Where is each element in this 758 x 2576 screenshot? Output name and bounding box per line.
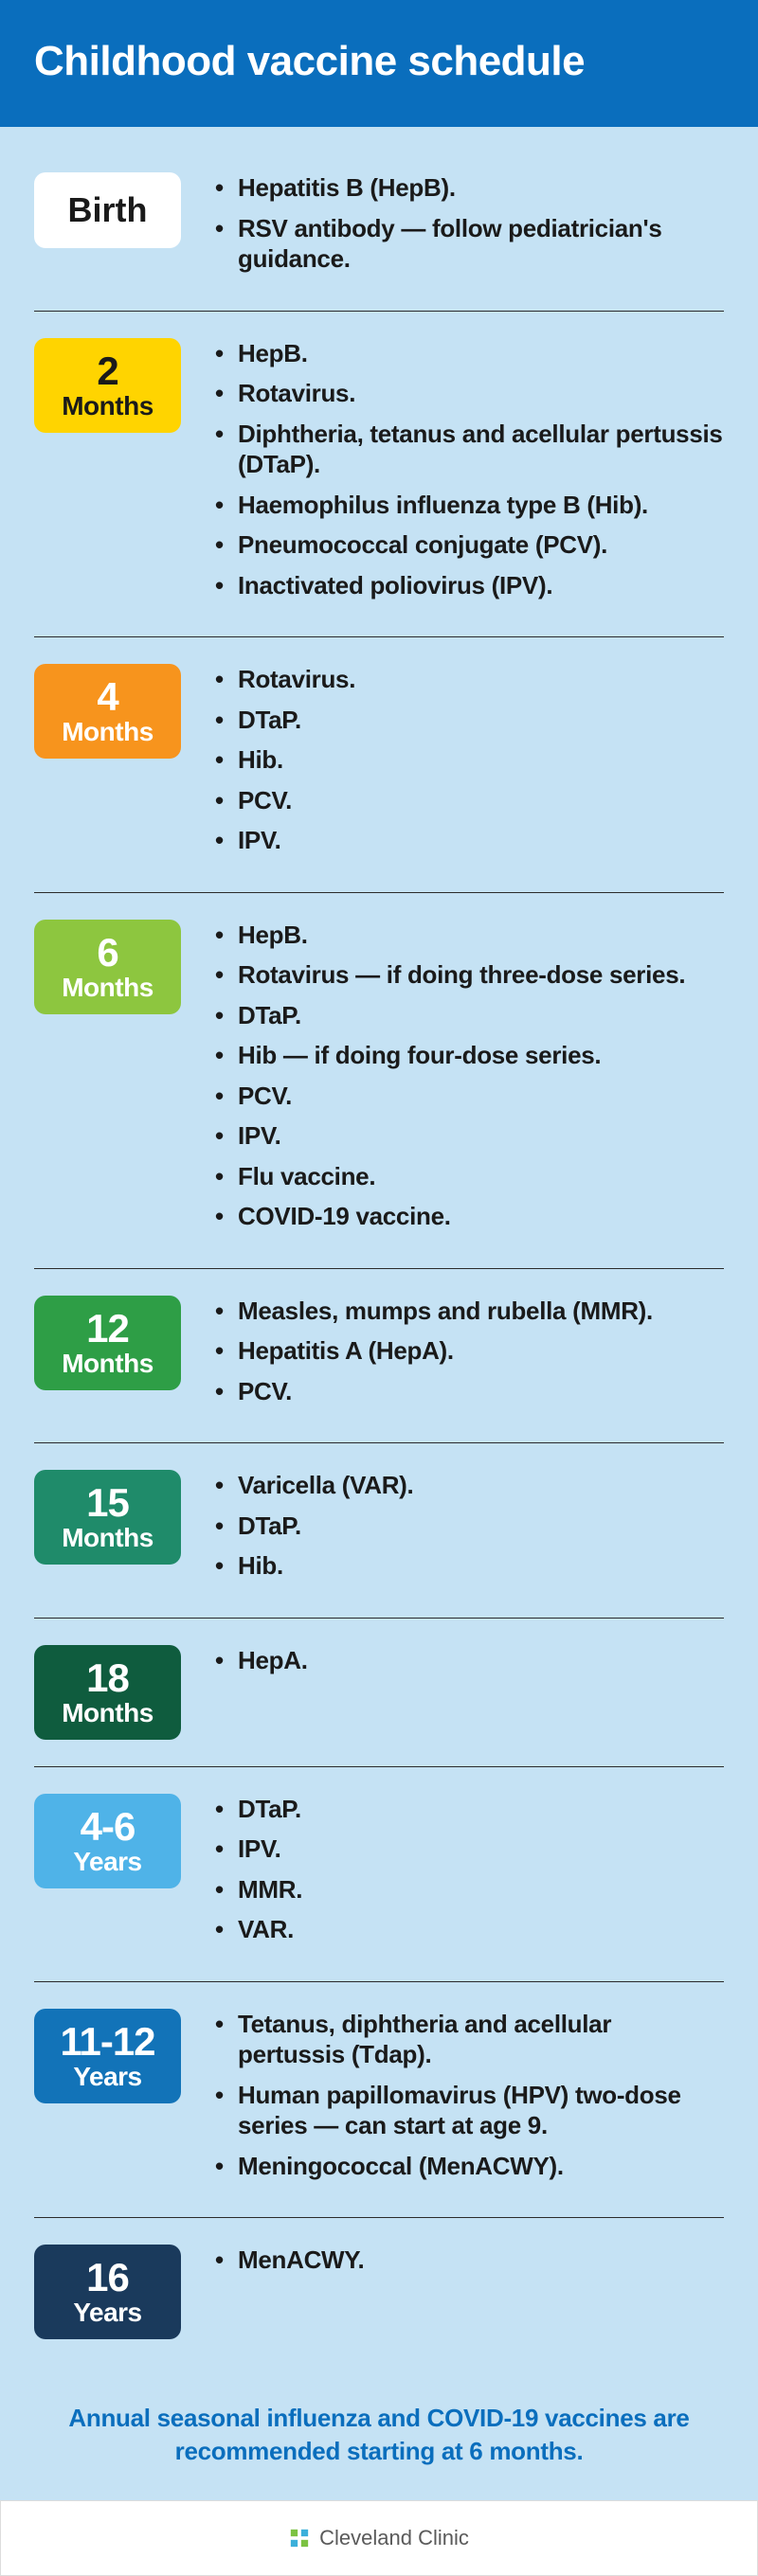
vaccine-item: Hepatitis A (HepA). [213, 1335, 724, 1367]
schedule-row: 16Years MenACWY. [34, 2218, 724, 2366]
age-badge: 16Years [34, 2245, 181, 2339]
schedule-row: 4-6Years DTaP. IPV. MMR. VAR. [34, 1767, 724, 1982]
vaccine-item: MenACWY. [213, 2245, 724, 2276]
vaccine-item: Rotavirus. [213, 664, 724, 695]
vaccine-item: HepB. [213, 338, 724, 369]
vaccine-list: Varicella (VAR). DTaP. Hib. [213, 1470, 724, 1591]
vaccine-item: Hib. [213, 1550, 724, 1582]
age-unit: Months [42, 975, 173, 1001]
schedule-row: 6Months HepB. Rotavirus — if doing three-d… [34, 893, 724, 1269]
vaccine-list: HepB. Rotavirus — if doing three-dose ser… [213, 920, 724, 1242]
vaccine-list: Hepatitis B (HepB). RSV antibody — follow… [213, 172, 724, 284]
age-number: 15 [42, 1483, 173, 1523]
schedule-row: 2Months HepB. Rotavirus. Diphtheria, tetanu… [34, 312, 724, 638]
vaccine-item: Tetanus, diphtheria and acellular pertus… [213, 2009, 724, 2070]
vaccine-item: Haemophilus influenza type B (Hib). [213, 490, 724, 521]
vaccine-item: HepA. [213, 1645, 724, 1676]
schedule-row: 11-12Years Tetanus, diphtheria and acellu… [34, 1982, 724, 2219]
vaccine-item: IPV. [213, 1120, 724, 1152]
vaccine-item: Human papillomavirus (HPV) two-dose seri… [213, 2080, 724, 2141]
vaccine-item: Hib. [213, 744, 724, 776]
vaccine-item: DTaP. [213, 1000, 724, 1031]
schedule-row: 15Months Varicella (VAR). DTaP. Hib. [34, 1443, 724, 1619]
vaccine-item: Meningococcal (MenACWY). [213, 2151, 724, 2182]
age-badge: 2Months [34, 338, 181, 433]
vaccine-item: IPV. [213, 825, 724, 856]
vaccine-item: DTaP. [213, 1794, 724, 1825]
vaccine-item: PCV. [213, 1376, 724, 1407]
age-badge: 15Months [34, 1470, 181, 1565]
vaccine-list: Tetanus, diphtheria and acellular pertus… [213, 2009, 724, 2191]
age-number: 4 [42, 677, 173, 717]
age-unit: Years [42, 1849, 173, 1875]
vaccine-list: DTaP. IPV. MMR. VAR. [213, 1794, 724, 1955]
vaccine-item: Varicella (VAR). [213, 1470, 724, 1501]
vaccine-item: COVID-19 vaccine. [213, 1201, 724, 1232]
vaccine-item: VAR. [213, 1914, 724, 1945]
schedule-row: 12Months Measles, mumps and rubella (MMR)… [34, 1269, 724, 1444]
footnote: Annual seasonal influenza and COVID-19 v… [0, 2375, 758, 2500]
age-unit: Months [42, 1351, 173, 1377]
vaccine-item: Hepatitis B (HepB). [213, 172, 724, 204]
age-unit: Years [42, 2299, 173, 2326]
infographic-container: Childhood vaccine schedule Birth Hepatiti… [0, 0, 758, 2500]
schedule-row: 18Months HepA. [34, 1619, 724, 1767]
vaccine-item: Rotavirus. [213, 378, 724, 409]
age-number: 18 [42, 1658, 173, 1698]
vaccine-item: MMR. [213, 1874, 724, 1905]
age-badge: 4Months [34, 664, 181, 759]
age-badge: 12Months [34, 1296, 181, 1390]
schedule-row: Birth Hepatitis B (HepB). RSV antibody — f… [34, 146, 724, 312]
vaccine-list: HepA. [213, 1645, 724, 1686]
age-badge: 4-6Years [34, 1794, 181, 1888]
vaccine-item: Pneumococcal conjugate (PCV). [213, 529, 724, 561]
vaccine-item: HepB. [213, 920, 724, 951]
vaccine-item: Hib — if doing four-dose series. [213, 1040, 724, 1071]
age-number: 16 [42, 2258, 173, 2298]
header: Childhood vaccine schedule [0, 0, 758, 127]
vaccine-list: Measles, mumps and rubella (MMR). Hepatit… [213, 1296, 724, 1417]
age-unit: Years [42, 2064, 173, 2090]
schedule-body: Birth Hepatitis B (HepB). RSV antibody — f… [0, 127, 758, 2375]
age-badge: 18Months [34, 1645, 181, 1740]
vaccine-item: Inactivated poliovirus (IPV). [213, 570, 724, 601]
vaccine-list: Rotavirus. DTaP. Hib. PCV. IPV. [213, 664, 724, 866]
age-label: Birth [42, 193, 173, 227]
vaccine-item: IPV. [213, 1834, 724, 1865]
page-title: Childhood vaccine schedule [34, 38, 724, 85]
schedule-row: 4Months Rotavirus. DTaP. Hib. PCV. IPV. [34, 637, 724, 893]
age-unit: Months [42, 1700, 173, 1726]
logo-bar: Cleveland Clinic [0, 2500, 758, 2576]
vaccine-item: Measles, mumps and rubella (MMR). [213, 1296, 724, 1327]
age-number: 2 [42, 351, 173, 391]
age-badge: 6Months [34, 920, 181, 1014]
age-badge: Birth [34, 172, 181, 248]
age-number: 4-6 [42, 1807, 173, 1847]
age-badge: 11-12Years [34, 2009, 181, 2103]
logo-text: Cleveland Clinic [319, 2526, 469, 2550]
age-number: 12 [42, 1309, 173, 1349]
vaccine-item: Diphtheria, tetanus and acellular pertus… [213, 419, 724, 480]
vaccine-item: RSV antibody — follow pediatrician's gui… [213, 213, 724, 275]
vaccine-list: HepB. Rotavirus. Diphtheria, tetanus and a… [213, 338, 724, 611]
age-unit: Months [42, 719, 173, 745]
footnote-text: Annual seasonal influenza and COVID-19 v… [47, 2402, 711, 2468]
vaccine-item: Rotavirus — if doing three-dose series. [213, 959, 724, 991]
age-unit: Months [42, 393, 173, 420]
age-number: 11-12 [42, 2022, 173, 2062]
vaccine-item: PCV. [213, 785, 724, 816]
vaccine-item: DTaP. [213, 705, 724, 736]
vaccine-list: MenACWY. [213, 2245, 724, 2285]
age-number: 6 [42, 933, 173, 973]
vaccine-item: Flu vaccine. [213, 1161, 724, 1192]
cleveland-clinic-icon [289, 2528, 310, 2549]
vaccine-item: DTaP. [213, 1511, 724, 1542]
vaccine-item: PCV. [213, 1081, 724, 1112]
age-unit: Months [42, 1525, 173, 1551]
